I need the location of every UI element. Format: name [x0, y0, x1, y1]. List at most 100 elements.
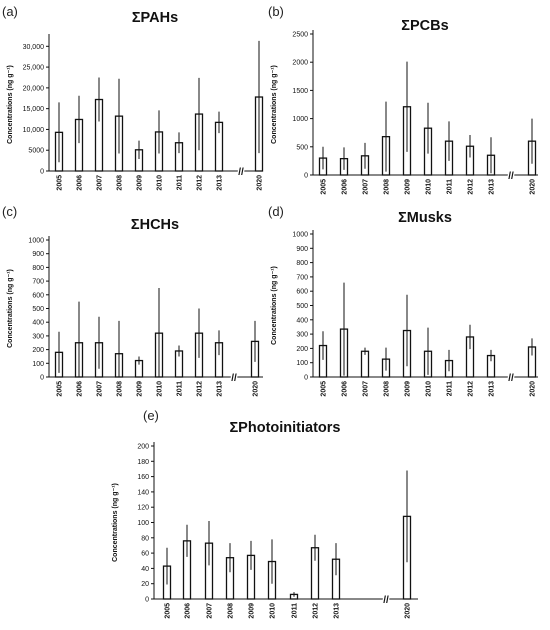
panel-5-y-tick-label: 0: [145, 597, 149, 604]
panel-1-y-tick-label: 0: [40, 169, 44, 176]
panel-4-x-tick-label: 2011: [447, 381, 454, 396]
panel-2-x-tick-label: 2010: [426, 179, 433, 195]
panel-4-bar-2007: [360, 350, 370, 378]
panel-4-title: ΣMusks: [398, 210, 452, 226]
panel-5-title: ΣPhotoinitiators: [229, 420, 340, 436]
panel-2-title: ΣPCBs: [401, 18, 448, 34]
panel-3-x-tick-label: 2006: [77, 381, 84, 397]
panel-3-x-tick-label: 2013: [217, 381, 224, 397]
panel-5-x-tick-label: 2009: [249, 603, 256, 619]
panel-1-title: ΣPAHs: [132, 10, 178, 26]
panel-4-x-tick-label: 2005: [321, 381, 328, 397]
panel-3-y-tick-label: 200: [32, 347, 44, 354]
panel-1-x-tick-label: 2011: [177, 175, 184, 190]
panel-5-y-tick-label: 200: [137, 444, 149, 451]
panel-5-x-tick-label: 2005: [165, 603, 172, 619]
panel-3-axis-break: //: [231, 373, 237, 384]
panel-4-x-tick-label: 2007: [363, 381, 370, 397]
panel-4-label: (d): [268, 204, 284, 219]
panel-5-y-tick-label: 120: [137, 505, 149, 512]
panel-1-y-tick-label: 20,000: [23, 85, 45, 92]
panel-5-y-tick-label: 180: [137, 459, 149, 466]
panel-3-y-tick-label: 700: [32, 279, 44, 286]
panel-1-x-tick-label: 2010: [157, 175, 164, 191]
panel-1-y-axis-title: Concentrations (ng g⁻¹): [7, 65, 14, 144]
panel-3-y-tick-label: 1000: [28, 238, 44, 245]
panel-2-x-tick-label: 2013: [489, 179, 496, 195]
panel-4-y-tick-label: 900: [296, 246, 308, 253]
panel-2-x-tick-label: 2020: [530, 179, 537, 195]
panel-3-y-tick-label: 800: [32, 265, 44, 272]
panel-3-title: ΣHCHs: [131, 217, 179, 233]
panel-3-x-tick-label: 2012: [197, 381, 204, 397]
panel-3-x-tick-label: 2011: [177, 381, 184, 396]
panel-2-axis-break: //: [508, 171, 514, 182]
panel-2-x-tick-label: 2005: [321, 179, 328, 195]
panel-2-y-tick-label: 2000: [292, 60, 308, 67]
panel-4-y-tick-label: 300: [296, 332, 308, 339]
panel-4-x-tick-label: 2010: [426, 381, 433, 397]
panel-1-axis-break: //: [238, 167, 244, 178]
panel-3-x-tick-label: 2005: [57, 381, 64, 397]
panel-1-y-tick-label: 25,000: [23, 65, 45, 72]
panel-1-x-tick-label: 2007: [97, 175, 104, 191]
panel-3-x-tick-label: 2008: [117, 381, 124, 397]
panel-5-y-tick-label: 40: [141, 566, 149, 573]
panel-3-y-tick-label: 600: [32, 292, 44, 299]
panel-4-y-tick-label: 200: [296, 346, 308, 353]
panel-2-x-tick-label: 2006: [342, 179, 349, 195]
panel-2-y-tick-label: 2500: [292, 32, 308, 39]
panel-1-y-tick-label: 30,000: [23, 44, 45, 51]
panel-2-label: (b): [268, 4, 284, 19]
panel-3-x-tick-label: 2007: [97, 381, 104, 397]
panel-5-x-tick-label: 2010: [270, 603, 277, 619]
panel-5-y-axis-title: Concentrations (ng g⁻¹): [112, 483, 119, 562]
panel-3-y-tick-label: 300: [32, 333, 44, 340]
panel-3-label: (c): [2, 204, 17, 219]
panel-5-x-tick-label: 2007: [207, 603, 214, 619]
panel-5-x-tick-label: 2020: [405, 603, 412, 619]
panel-3-y-tick-label: 900: [32, 251, 44, 258]
panel-4-x-tick-label: 2009: [405, 381, 412, 397]
panel-1-x-tick-label: 2006: [77, 175, 84, 191]
panel-3-y-axis-title: Concentrations (ng g⁻¹): [7, 269, 14, 348]
panel-5-y-tick-label: 80: [141, 535, 149, 542]
panel-1-y-tick-label: 15,000: [23, 106, 45, 113]
panel-2-x-tick-label: 2011: [447, 179, 454, 194]
panel-4-y-tick-label: 800: [296, 260, 308, 267]
panel-2-y-tick-label: 1500: [292, 88, 308, 95]
panel-3-y-tick-label: 0: [40, 375, 44, 382]
panel-5-y-tick-label: 100: [137, 520, 149, 527]
panel-4-y-tick-label: 700: [296, 274, 308, 281]
panel-2-y-tick-label: 1000: [292, 116, 308, 123]
panel-1-label: (a): [2, 4, 18, 19]
panel-5-axis-break: //: [383, 595, 389, 606]
panel-3-x-tick-label: 2020: [253, 381, 260, 397]
panel-1-x-tick-label: 2020: [257, 175, 264, 191]
panel-3-y-tick-label: 500: [32, 306, 44, 313]
panel-5-x-tick-label: 2011: [292, 603, 299, 618]
panel-5-x-tick-label: 2006: [185, 603, 192, 619]
panel-4-y-tick-label: 0: [304, 375, 308, 382]
panel-4-x-tick-label: 2020: [530, 381, 537, 397]
panel-2-y-axis-title: Concentrations (ng g⁻¹): [271, 65, 278, 144]
panel-3-y-tick-label: 400: [32, 320, 44, 327]
panel-5-y-tick-label: 60: [141, 551, 149, 558]
panel-5-y-tick-label: 160: [137, 474, 149, 481]
panel-1-x-tick-label: 2009: [137, 175, 144, 191]
panel-4-axis-break: //: [508, 373, 514, 384]
panel-3-x-tick-label: 2009: [137, 381, 144, 397]
panel-4-y-tick-label: 500: [296, 303, 308, 310]
panel-2-y-tick-label: 0: [304, 173, 308, 180]
panel-3-x-tick-label: 2010: [157, 381, 164, 397]
panel-5-y-tick-label: 20: [141, 581, 149, 588]
panel-3-y-tick-label: 100: [32, 361, 44, 368]
panel-1-x-tick-label: 2013: [217, 175, 224, 191]
panel-2-y-tick-label: 500: [296, 144, 308, 151]
panel-1-x-tick-label: 2005: [57, 175, 64, 191]
panel-4-y-tick-label: 1000: [292, 232, 308, 239]
panel-2-x-tick-label: 2012: [468, 179, 475, 195]
panel-4-y-tick-label: 600: [296, 289, 308, 296]
panel-5-x-tick-label: 2013: [334, 603, 341, 619]
